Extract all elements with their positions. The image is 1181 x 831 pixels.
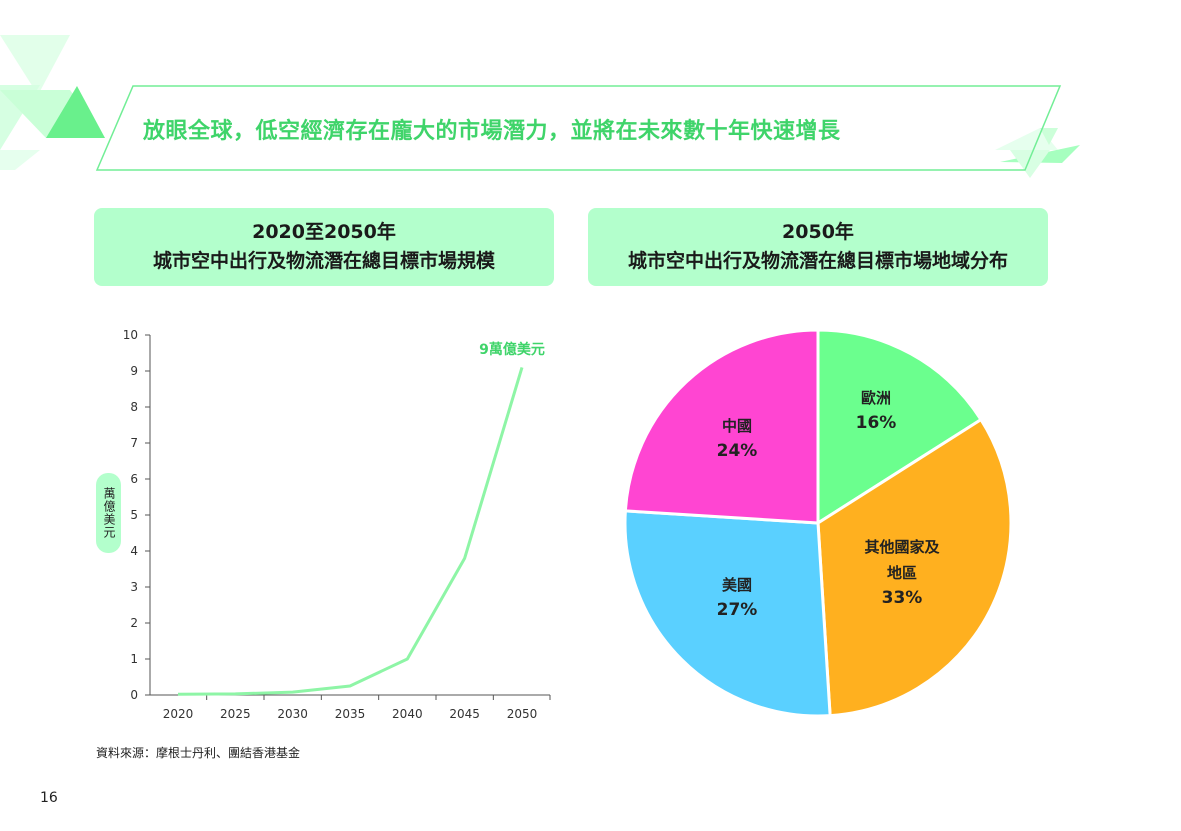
- y-tick-label: 7: [130, 436, 138, 450]
- y-tick-label: 2: [130, 616, 138, 630]
- pie-slice-name: 其他國家及: [864, 538, 940, 556]
- pie-slice-name: 中國: [721, 417, 753, 435]
- y-tick-label: 9: [130, 364, 138, 378]
- peak-annotation: 9萬億美元: [479, 341, 545, 358]
- y-tick-label: 5: [130, 508, 138, 522]
- pie-slice-percent: 33%: [881, 588, 923, 608]
- pie-slice-label: 其他國家及地區 33%: [864, 534, 939, 610]
- source-note: 資料來源：摩根士丹利、團結香港基金: [96, 746, 301, 760]
- left-header-line1: 2020至2050年: [252, 221, 396, 243]
- y-tick-label: 6: [130, 472, 138, 486]
- y-tick-label: 3: [130, 580, 138, 594]
- right-chart-header: 2050年 城市空中出行及物流潛在總目標市場地域分布: [588, 208, 1048, 286]
- pie-slice-name: 地區: [886, 564, 918, 582]
- right-header-line2: 城市空中出行及物流潛在總目標市場地域分布: [627, 250, 1008, 272]
- pie-slice-percent: 24%: [716, 441, 758, 461]
- pie-slice-percent: 16%: [855, 413, 897, 433]
- pie-slice-label: 中國 24%: [717, 413, 758, 463]
- x-tick-label: 2045: [449, 707, 480, 721]
- pie-slice: [623, 328, 820, 525]
- y-tick-label: 8: [130, 400, 138, 414]
- x-tick-label: 2050: [507, 707, 538, 721]
- pie-slice: [623, 509, 832, 718]
- x-tick-label: 2030: [277, 707, 308, 721]
- page-number: 16: [40, 790, 58, 806]
- y-tick-label: 1: [130, 652, 138, 666]
- y-tick-label: 0: [130, 688, 138, 702]
- x-tick-label: 2020: [163, 707, 194, 721]
- pie-slice-name: 歐洲: [860, 389, 892, 407]
- series-line: [177, 366, 524, 696]
- pie-slice: [816, 418, 1013, 718]
- y-axis-label: 萬億美元: [96, 473, 121, 553]
- pie-slice-label: 歐洲 16%: [856, 385, 897, 435]
- y-tick-label: 4: [130, 544, 138, 558]
- left-chart-header: 2020至2050年 城市空中出行及物流潛在總目標市場規模: [94, 208, 554, 286]
- left-header-line2: 城市空中出行及物流潛在總目標市場規模: [152, 250, 495, 272]
- pie-slice: [816, 328, 983, 525]
- pie-slice-label: 美國 27%: [717, 572, 758, 622]
- x-tick-label: 2040: [392, 707, 423, 721]
- banner-title: 放眼全球，低空經濟存在龐大的市場潛力，並將在未來數十年快速增長: [143, 119, 841, 144]
- pie-slice-name: 美國: [721, 576, 753, 594]
- y-tick-label: 10: [123, 328, 138, 342]
- x-tick-label: 2025: [220, 707, 251, 721]
- pie-slice-percent: 27%: [716, 600, 758, 620]
- right-header-line1: 2050年: [782, 221, 854, 243]
- x-tick-label: 2035: [335, 707, 366, 721]
